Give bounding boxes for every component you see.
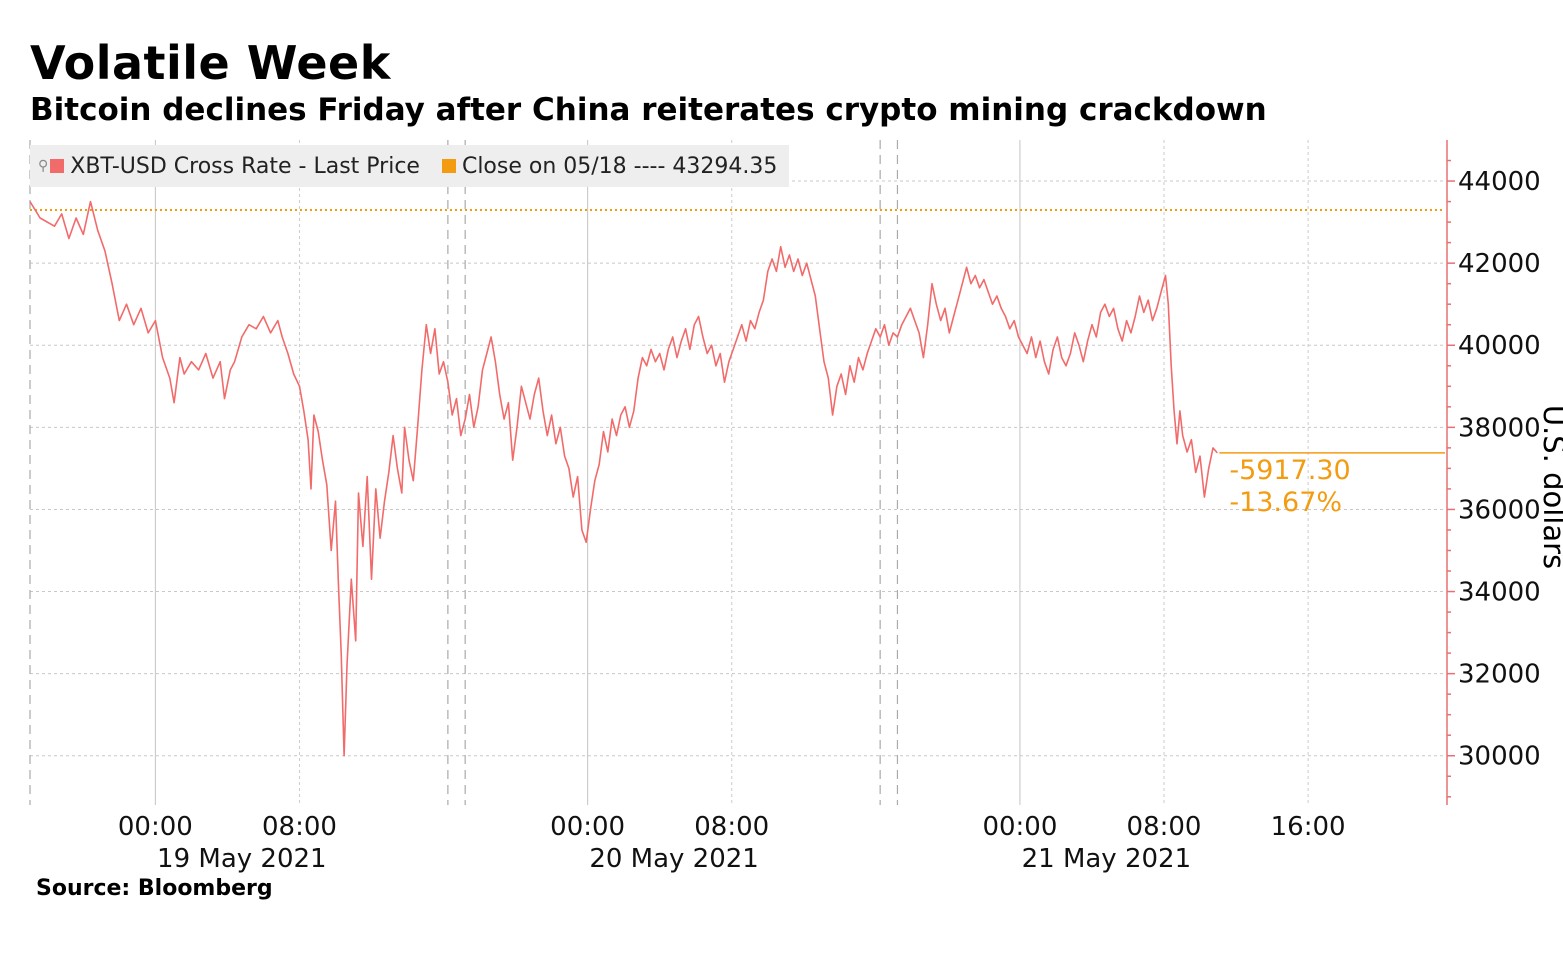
y-tick-label: 30000 bbox=[1458, 742, 1541, 772]
y-tick-label: 38000 bbox=[1458, 413, 1541, 443]
y-axis-label: U.S. dollars bbox=[1537, 404, 1563, 570]
legend-swatch-close bbox=[441, 159, 456, 173]
x-tick-label: 08:00 bbox=[694, 812, 769, 842]
y-tick-label: 34000 bbox=[1458, 578, 1541, 608]
x-tick-label: 16:00 bbox=[1271, 812, 1346, 842]
legend-item-close: Close on 05/18 ---- 43294.35 bbox=[441, 153, 778, 179]
y-tick-label: 44000 bbox=[1458, 167, 1541, 197]
y-tick-label: 36000 bbox=[1458, 495, 1541, 525]
x-date-label: 20 May 2021 bbox=[589, 844, 759, 874]
reference-layer bbox=[30, 209, 1445, 454]
price-series-line bbox=[29, 200, 1218, 757]
chart-subtitle: Bitcoin declines Friday after China reit… bbox=[30, 92, 1267, 128]
change-amount-label: -5917.30 bbox=[1229, 455, 1350, 486]
x-date-label: 21 May 2021 bbox=[1022, 844, 1192, 874]
x-date-label: 19 May 2021 bbox=[157, 844, 327, 874]
legend-label-close: Close on 05/18 ---- 43294.35 bbox=[461, 153, 778, 179]
axis-layer bbox=[1446, 140, 1455, 805]
label-layer: -5917.30-13.67% 30000 32000 34000 36000 38000… bbox=[118, 167, 1541, 874]
legend-label-price: XBT-USD Cross Rate - Last Price bbox=[70, 153, 420, 179]
chart-legend: ⚲ XBT-USD Cross Rate - Last Price Close … bbox=[30, 145, 790, 187]
y-tick-label: 40000 bbox=[1458, 331, 1541, 361]
source-note: Source: Bloomberg bbox=[36, 876, 273, 901]
y-tick-label: 32000 bbox=[1458, 660, 1541, 690]
chart-title: Volatile Week bbox=[30, 36, 391, 90]
x-tick-label: 00:00 bbox=[550, 812, 625, 842]
pin-icon: ⚲ bbox=[38, 158, 49, 174]
change-percent-label: -13.67% bbox=[1229, 487, 1342, 518]
x-tick-label: 08:00 bbox=[1127, 812, 1202, 842]
x-tick-label: 08:00 bbox=[262, 812, 337, 842]
legend-swatch-price bbox=[50, 159, 65, 173]
x-tick-label: 00:00 bbox=[118, 812, 193, 842]
x-tick-label: 00:00 bbox=[982, 812, 1057, 842]
legend-item-price: ⚲ XBT-USD Cross Rate - Last Price bbox=[38, 154, 420, 179]
y-tick-label: 42000 bbox=[1458, 249, 1541, 279]
series-layer bbox=[29, 200, 1218, 757]
